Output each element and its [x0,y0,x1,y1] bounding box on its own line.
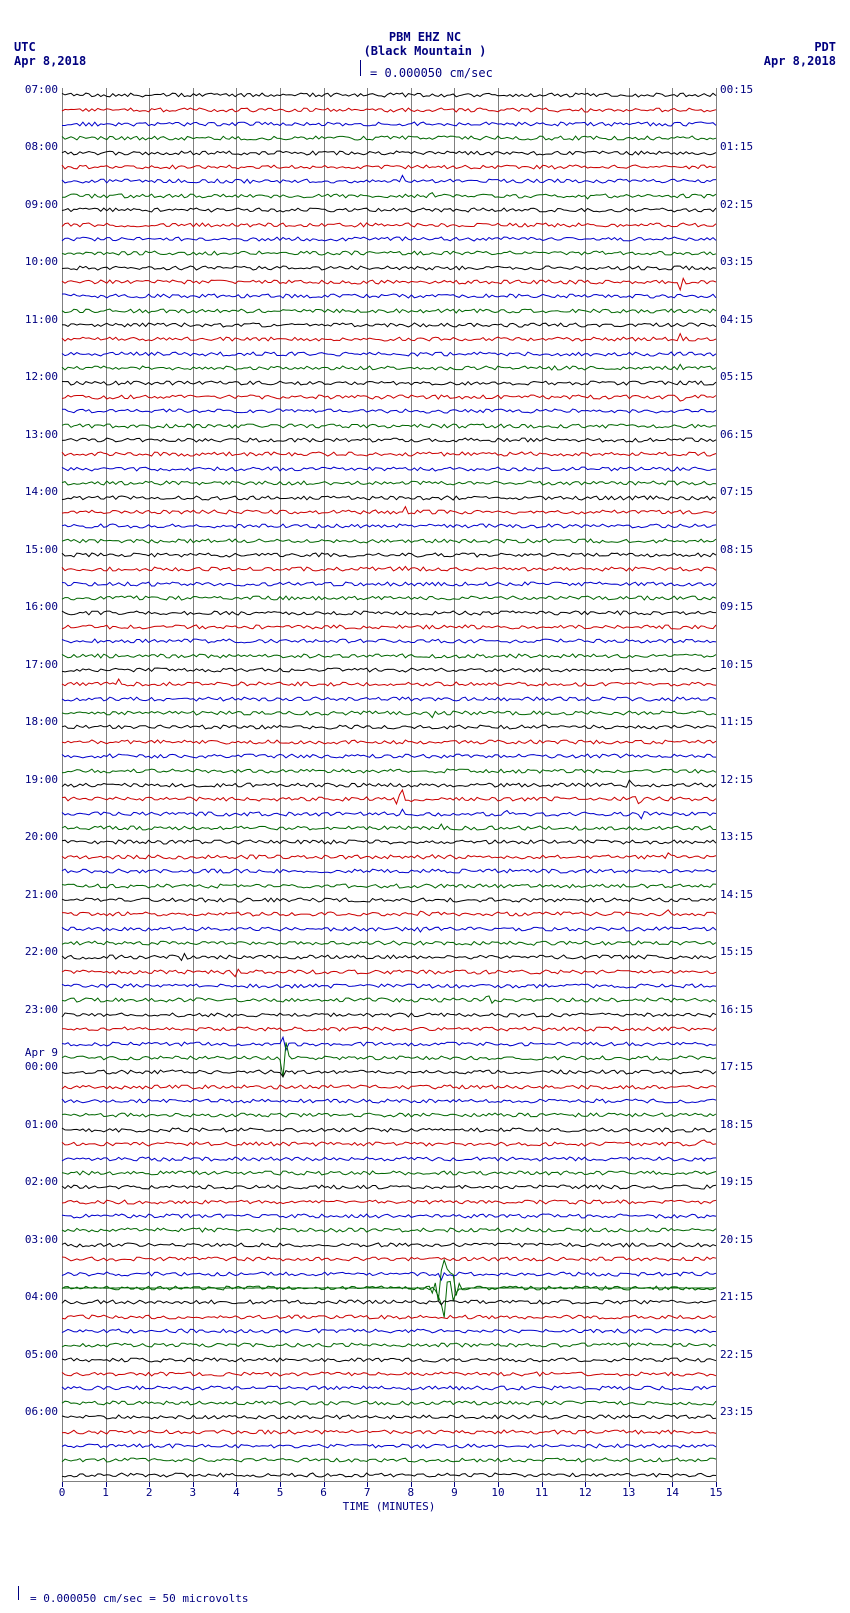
pdt-time-label: 08:15 [720,543,753,556]
x-tick-label: 10 [491,1486,504,1499]
tz-left: UTC [14,40,36,54]
pdt-time-label: 07:15 [720,485,753,498]
utc-time-label: 12:00 [25,370,58,383]
utc-time-label: 02:00 [25,1175,58,1188]
x-tick-label: 11 [535,1486,548,1499]
x-tick-label: 9 [451,1486,458,1499]
pdt-time-label: 06:15 [720,428,753,441]
utc-time-label: 17:00 [25,658,58,671]
pdt-time-label: 15:15 [720,945,753,958]
pdt-time-label: 12:15 [720,773,753,786]
utc-time-label: 13:00 [25,428,58,441]
utc-time-label: 04:00 [25,1290,58,1303]
footer-scale: = 0.000050 cm/sec = 50 microvolts [30,1592,249,1605]
utc-time-label: 11:00 [25,313,58,326]
date-right: Apr 8,2018 [764,54,836,68]
utc-time-label: 22:00 [25,945,58,958]
footer-scale-bar-icon [18,1586,19,1600]
pdt-time-label: 03:15 [720,255,753,268]
utc-time-label: 08:00 [25,140,58,153]
utc-time-label: 07:00 [25,83,58,96]
utc-time-label: 21:00 [25,888,58,901]
pdt-time-label: 13:15 [720,830,753,843]
pdt-time-label: 18:15 [720,1118,753,1131]
pdt-time-label: 20:15 [720,1233,753,1246]
pdt-time-label: 21:15 [720,1290,753,1303]
x-tick-label: 5 [277,1486,284,1499]
axis-line [62,1481,716,1482]
x-tick-label: 8 [407,1486,414,1499]
x-tick-label: 4 [233,1486,240,1499]
x-tick-label: 15 [709,1486,722,1499]
pdt-time-label: 01:15 [720,140,753,153]
grid-line [716,88,717,1482]
utc-time-label: 01:00 [25,1118,58,1131]
pdt-time-label: 02:15 [720,198,753,211]
seismogram-container: PBM EHZ NC (Black Mountain ) = 0.000050 … [0,0,850,1613]
station-code: PBM EHZ NC [389,30,461,44]
x-tick-label: 0 [59,1486,66,1499]
date-rollover-label: Apr 9 [25,1046,58,1059]
utc-time-label: 09:00 [25,198,58,211]
pdt-time-label: 09:15 [720,600,753,613]
pdt-time-label: 19:15 [720,1175,753,1188]
utc-time-label: 06:00 [25,1405,58,1418]
seismogram-plot [62,88,716,1482]
pdt-time-label: 05:15 [720,370,753,383]
pdt-time-label: 04:15 [720,313,753,326]
pdt-time-label: 22:15 [720,1348,753,1361]
x-tick-label: 6 [320,1486,327,1499]
pdt-time-label: 14:15 [720,888,753,901]
pdt-time-label: 23:15 [720,1405,753,1418]
utc-time-label: 14:00 [25,485,58,498]
x-tick-label: 3 [189,1486,196,1499]
tz-right: PDT [814,40,836,54]
x-axis-label: TIME (MINUTES) [343,1500,436,1513]
utc-time-label: 03:00 [25,1233,58,1246]
x-tick-label: 13 [622,1486,635,1499]
utc-time-label: 20:00 [25,830,58,843]
x-tick-label: 2 [146,1486,153,1499]
x-tick-label: 12 [579,1486,592,1499]
pdt-time-label: 11:15 [720,715,753,728]
utc-time-label: 16:00 [25,600,58,613]
utc-time-label: 18:00 [25,715,58,728]
x-tick-label: 14 [666,1486,679,1499]
utc-time-label: 23:00 [25,1003,58,1016]
utc-time-label: 15:00 [25,543,58,556]
utc-time-label: 19:00 [25,773,58,786]
utc-time-label: 05:00 [25,1348,58,1361]
x-tick-label: 7 [364,1486,371,1499]
pdt-time-label: 10:15 [720,658,753,671]
pdt-time-label: 16:15 [720,1003,753,1016]
utc-time-label: 10:00 [25,255,58,268]
pdt-time-label: 17:15 [720,1060,753,1073]
x-tick-label: 1 [102,1486,109,1499]
utc-time-label: 00:00 [25,1060,58,1073]
pdt-time-label: 00:15 [720,83,753,96]
